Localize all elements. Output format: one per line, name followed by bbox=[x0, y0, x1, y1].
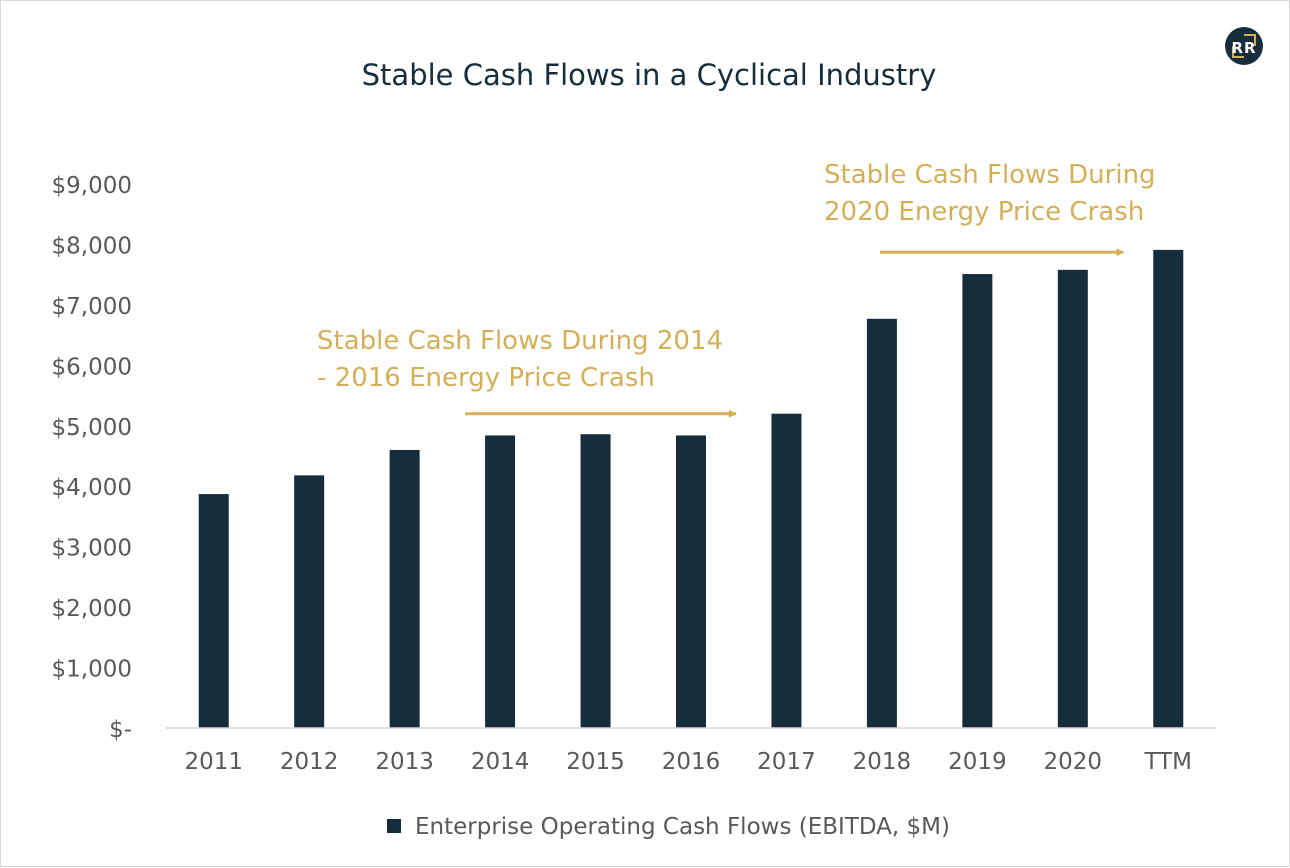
logo-corner-right bbox=[1244, 34, 1256, 46]
legend: Enterprise Operating Cash Flows (EBITDA,… bbox=[387, 814, 950, 840]
annotation-2: Stable Cash Flows During 2020 Energy Pric… bbox=[824, 160, 1156, 257]
logo: RR bbox=[1225, 27, 1263, 65]
bar-2011 bbox=[198, 494, 229, 728]
x-tick-label: 2017 bbox=[757, 749, 816, 775]
annotation-text-line: - 2016 Energy Price Crash bbox=[317, 363, 655, 393]
bar-2015 bbox=[580, 434, 611, 728]
x-axis-labels: 2011 2012 2013 2014 2015 2016 2017 2018 2019 2020… bbox=[184, 749, 1192, 775]
logo-corner-left bbox=[1232, 46, 1244, 58]
bar-2012 bbox=[294, 475, 325, 728]
bar-2017 bbox=[771, 413, 802, 728]
bar-2016 bbox=[676, 435, 706, 728]
y-tick-label: $7,000 bbox=[52, 294, 132, 320]
x-tick-label: 2011 bbox=[184, 749, 243, 775]
y-tick-label: $3,000 bbox=[52, 536, 132, 562]
y-tick-label: $1,000 bbox=[52, 657, 132, 683]
x-tick-label: 2019 bbox=[948, 749, 1007, 775]
y-tick-label: $- bbox=[109, 717, 132, 743]
x-tick-label: 2012 bbox=[280, 749, 339, 775]
bar-2014 bbox=[485, 435, 516, 728]
annotations: Stable Cash Flows During 2014 - 2016 Ener… bbox=[317, 160, 1156, 418]
logo-letters: RR bbox=[1231, 39, 1256, 57]
bar-2020 bbox=[1057, 269, 1088, 728]
annotation-text-line: Stable Cash Flows During 2014 bbox=[317, 326, 723, 356]
y-tick-label: $4,000 bbox=[52, 475, 132, 501]
y-tick-label: $8,000 bbox=[52, 233, 132, 259]
bars bbox=[198, 249, 1184, 728]
bar-ttm bbox=[1153, 249, 1184, 728]
x-tick-label: 2016 bbox=[662, 749, 721, 775]
x-tick-label: 2014 bbox=[471, 749, 530, 775]
x-tick-label: 2020 bbox=[1044, 749, 1103, 775]
x-tick-label: 2015 bbox=[566, 749, 625, 775]
x-tick-label: 2018 bbox=[853, 749, 912, 775]
bar-2013 bbox=[389, 449, 420, 728]
legend-swatch bbox=[387, 819, 401, 833]
annotation-text-line: 2020 Energy Price Crash bbox=[824, 197, 1144, 227]
logo-badge bbox=[1225, 27, 1263, 65]
annotation-text-line: Stable Cash Flows During bbox=[824, 160, 1156, 190]
y-tick-label: $2,000 bbox=[52, 596, 132, 622]
y-axis-labels: $- $1,000 $2,000 $3,000 $4,000 $5,000 $6,000 $7… bbox=[52, 173, 132, 743]
y-tick-label: $9,000 bbox=[52, 173, 132, 199]
chart-title: Stable Cash Flows in a Cyclical Industry bbox=[362, 58, 937, 92]
x-tick-label: 2013 bbox=[375, 749, 434, 775]
bar-2018 bbox=[866, 318, 897, 728]
x-tick-label: TTM bbox=[1143, 749, 1192, 775]
annotation-1: Stable Cash Flows During 2014 - 2016 Ener… bbox=[317, 326, 737, 418]
bar-2019 bbox=[962, 274, 993, 728]
y-tick-label: $6,000 bbox=[52, 354, 132, 380]
y-tick-label: $5,000 bbox=[52, 415, 132, 441]
legend-label: Enterprise Operating Cash Flows (EBITDA,… bbox=[415, 814, 950, 840]
